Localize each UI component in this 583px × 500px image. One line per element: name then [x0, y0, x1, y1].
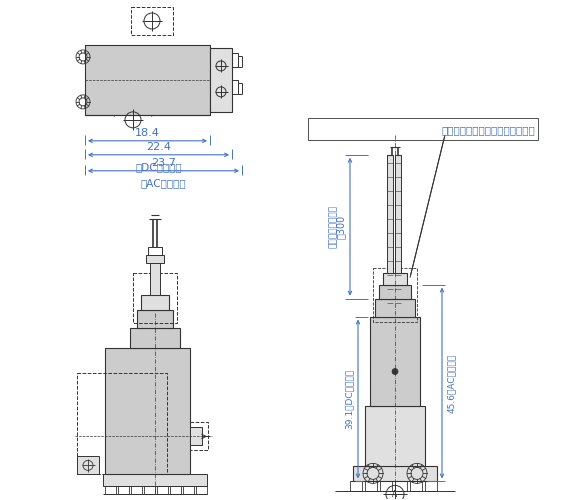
Bar: [395, 155, 401, 272]
Bar: [137, 310, 173, 328]
Bar: [148, 246, 162, 254]
Bar: [410, 482, 422, 492]
Bar: [365, 482, 377, 492]
Bar: [395, 482, 407, 492]
Text: （リード線長さ）: （リード線長さ）: [329, 205, 338, 248]
Bar: [170, 486, 181, 494]
Bar: [85, 45, 210, 115]
Text: 39.1（DCの場合）: 39.1（DCの場合）: [345, 369, 354, 429]
Bar: [131, 486, 142, 494]
Bar: [387, 155, 393, 272]
Bar: [118, 486, 129, 494]
Bar: [133, 272, 177, 322]
Bar: [196, 486, 207, 494]
Bar: [103, 474, 207, 486]
Bar: [183, 486, 194, 494]
Bar: [375, 298, 415, 316]
Bar: [425, 482, 437, 492]
Text: （ACの場合）: （ACの場合）: [141, 178, 187, 188]
Bar: [190, 422, 208, 450]
Text: （DCの場合）: （DCの場合）: [135, 162, 182, 172]
Bar: [146, 254, 164, 262]
Bar: [157, 486, 168, 494]
Bar: [131, 7, 173, 35]
Text: 22.4: 22.4: [146, 142, 171, 152]
Bar: [77, 372, 167, 474]
Bar: [210, 48, 232, 112]
Bar: [150, 262, 160, 294]
Bar: [365, 406, 425, 467]
Circle shape: [392, 368, 398, 374]
Bar: [105, 348, 190, 474]
Bar: [373, 268, 417, 322]
Bar: [379, 284, 411, 298]
Bar: [232, 53, 238, 67]
Text: 23.7: 23.7: [151, 158, 176, 168]
Bar: [130, 328, 180, 347]
Bar: [370, 316, 420, 406]
Bar: [141, 294, 169, 310]
Bar: [383, 272, 407, 284]
Text: （ランプ・サージ電圧保護回路）: （ランプ・サージ電圧保護回路）: [441, 125, 535, 135]
Bar: [105, 486, 116, 494]
Bar: [380, 482, 392, 492]
Text: 約300: 約300: [336, 214, 346, 239]
Bar: [77, 456, 99, 474]
Bar: [232, 80, 238, 94]
Bar: [350, 482, 362, 492]
Bar: [144, 486, 155, 494]
Text: 18.4: 18.4: [135, 128, 160, 138]
Bar: [190, 428, 202, 446]
Text: 45.6（ACの場合）: 45.6（ACの場合）: [447, 354, 456, 412]
Bar: [308, 118, 538, 140]
Text: A: A: [392, 490, 398, 499]
Bar: [353, 466, 437, 481]
